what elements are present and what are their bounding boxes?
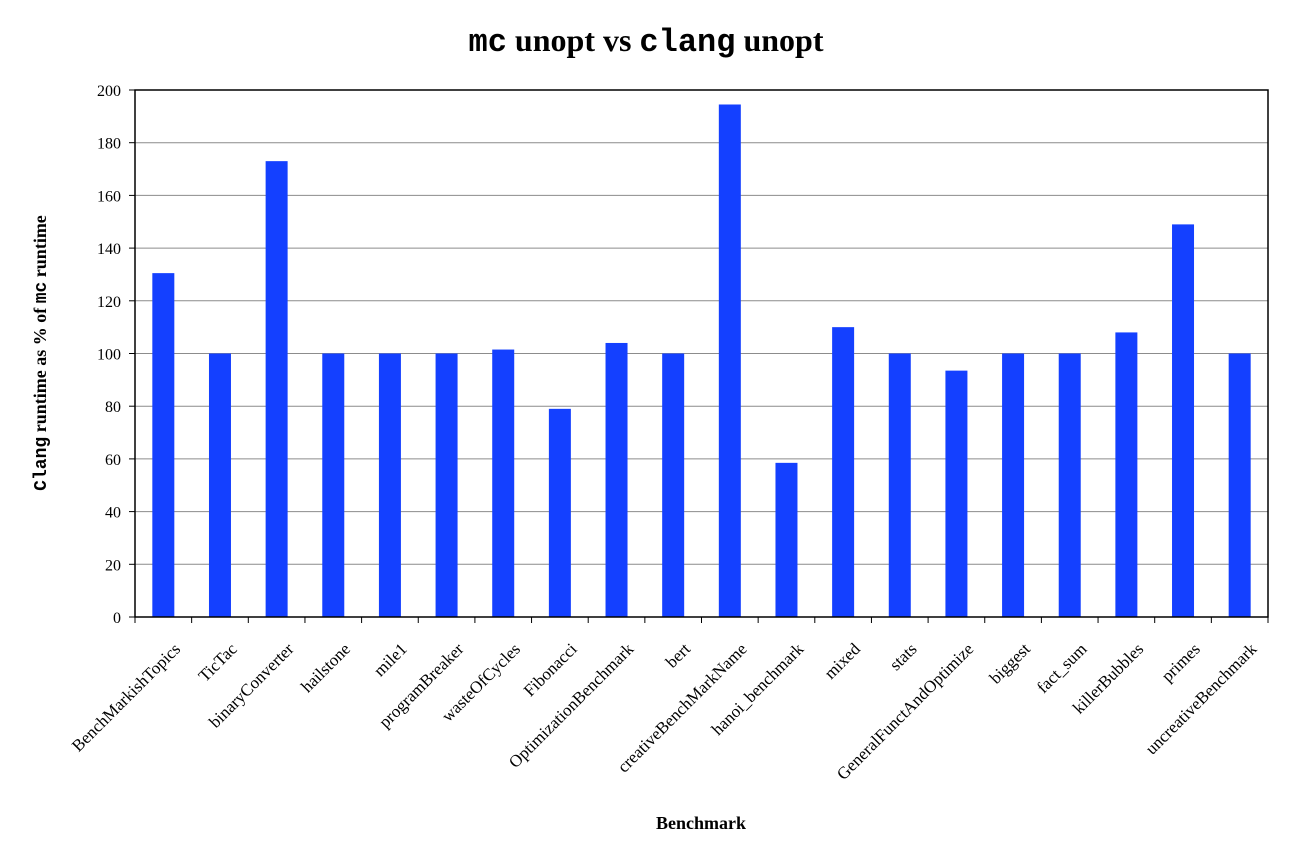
bar (832, 327, 855, 617)
x-category-label: primes (1158, 639, 1204, 685)
x-axis-title: Benchmark (656, 813, 746, 833)
y-tick-label: 200 (97, 83, 121, 100)
bar (1228, 353, 1251, 617)
chart-title-part: mc (468, 24, 507, 61)
y-tick-label: 160 (97, 188, 121, 205)
y-tick-label: 180 (97, 136, 121, 153)
bar (265, 161, 288, 617)
x-category-label: uncreativeBenchmark (1142, 639, 1261, 758)
y-tick-label: 40 (105, 505, 121, 522)
bar (1058, 353, 1081, 617)
x-category-label: TicTac (195, 639, 242, 686)
y-axis-title-part: Clang (32, 437, 52, 491)
y-tick-label: 140 (97, 241, 121, 258)
y-tick-label: 100 (97, 347, 121, 364)
bar (1115, 332, 1138, 617)
bar (492, 349, 515, 617)
x-category-label: biggest (986, 639, 1034, 687)
bar (718, 104, 741, 618)
bar (1172, 224, 1195, 617)
chart-title-part: unopt (735, 22, 824, 58)
x-category-label: stats (886, 639, 921, 674)
y-tick-label: 80 (105, 399, 121, 416)
x-category-label: hailstone (297, 639, 354, 696)
y-tick-label: 0 (113, 610, 121, 627)
x-category-label: mixed (820, 639, 864, 683)
bar (322, 353, 345, 617)
bar (945, 370, 968, 617)
y-axis-title: Clang runtime as % of mc runtime (30, 215, 52, 491)
bar (152, 273, 175, 617)
x-category-label: BenchMarkishTopics (68, 639, 184, 755)
x-category-label: fact_sum (1033, 639, 1091, 697)
y-tick-label: 60 (105, 452, 121, 469)
bar (435, 353, 458, 617)
bar (548, 408, 571, 617)
y-tick-label: 120 (97, 294, 121, 311)
bar (1002, 353, 1025, 617)
y-tick-label: 20 (105, 557, 121, 574)
chart-title-part: unopt vs (506, 22, 640, 58)
x-category-label: bert (662, 639, 694, 671)
y-axis-title-part: runtime (30, 215, 50, 282)
chart-title-part: clang (639, 24, 736, 61)
x-category-label: mile1 (370, 639, 411, 680)
bar (662, 353, 685, 617)
bar (888, 353, 911, 617)
bar (378, 353, 401, 617)
y-axis-title-part: mc (32, 282, 52, 304)
chart-title: mc unopt vs clang unopt (0, 22, 1292, 61)
y-axis-title-part: runtime as % of (30, 303, 50, 437)
bar (775, 462, 798, 617)
bar (605, 342, 628, 617)
bar (208, 353, 231, 617)
